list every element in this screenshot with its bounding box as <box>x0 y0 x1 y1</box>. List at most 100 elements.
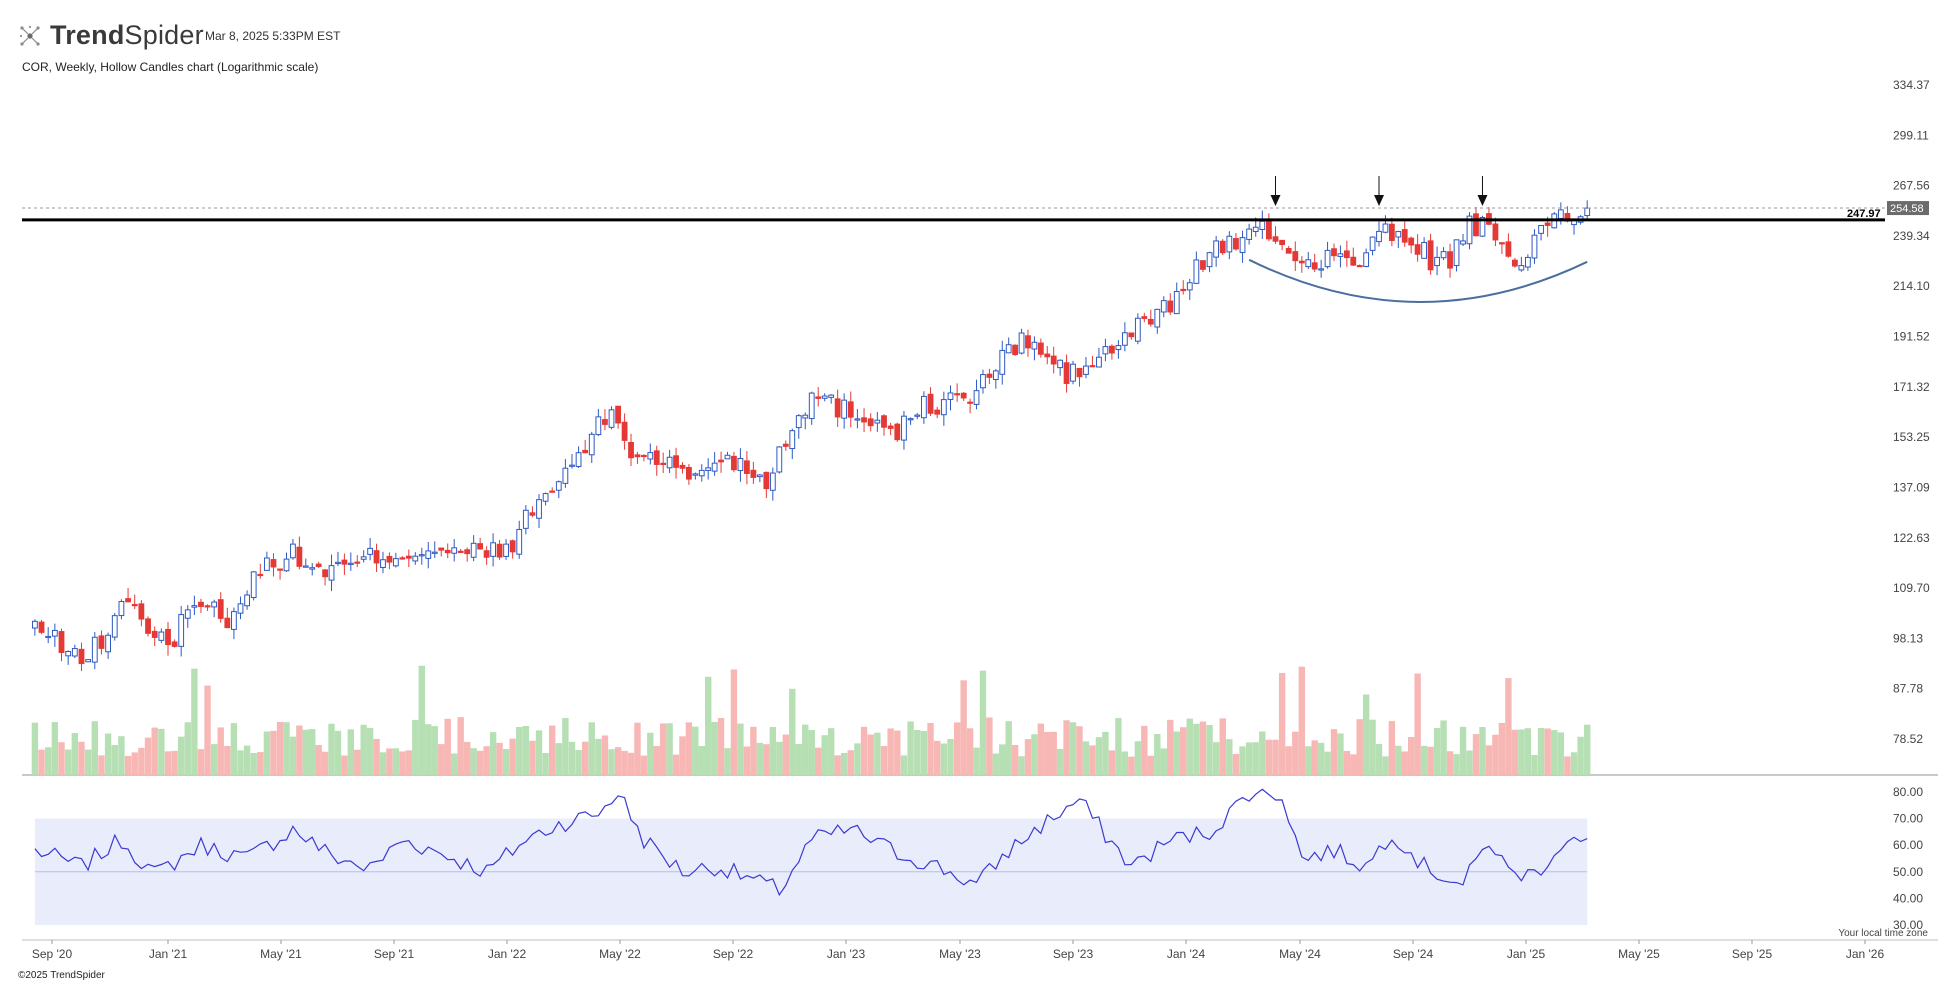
candle-body[interactable] <box>1356 265 1363 268</box>
candle-body[interactable] <box>999 349 1006 375</box>
candle-body[interactable] <box>1272 236 1279 242</box>
candle-body[interactable] <box>847 401 854 418</box>
candle-body[interactable] <box>536 499 542 519</box>
candle-body[interactable] <box>191 605 198 608</box>
candle-body[interactable] <box>263 557 270 571</box>
candle-body[interactable] <box>1031 341 1038 350</box>
candle-body[interactable] <box>277 568 283 571</box>
candle-body[interactable] <box>595 416 602 436</box>
candle-body[interactable] <box>425 550 432 559</box>
candle-body[interactable] <box>802 414 809 419</box>
candle-body[interactable] <box>231 611 237 630</box>
candles[interactable] <box>31 200 1591 672</box>
candle-body[interactable] <box>737 457 744 472</box>
candle-body[interactable] <box>628 441 634 459</box>
candle-body[interactable] <box>1246 228 1253 240</box>
candle-body[interactable] <box>1434 256 1440 267</box>
candle-body[interactable] <box>1538 225 1544 234</box>
candle-body[interactable] <box>509 540 516 553</box>
candle-body[interactable] <box>45 635 52 639</box>
candle-body[interactable] <box>980 374 986 389</box>
candle-body[interactable] <box>666 456 673 469</box>
candle-body[interactable] <box>1324 249 1331 268</box>
candle-body[interactable] <box>776 446 783 473</box>
candle-body[interactable] <box>1414 244 1421 255</box>
candle-body[interactable] <box>1005 344 1012 354</box>
candle-body[interactable] <box>1089 365 1096 368</box>
candle-body[interactable] <box>815 396 822 399</box>
candle-body[interactable] <box>204 605 211 608</box>
candle-body[interactable] <box>692 473 699 476</box>
candle-body[interactable] <box>1311 262 1318 270</box>
candle-body[interactable] <box>1050 355 1057 365</box>
candle-body[interactable] <box>621 421 628 441</box>
candle-body[interactable] <box>380 559 386 568</box>
candle-body[interactable] <box>894 423 901 441</box>
candle-body[interactable] <box>1180 288 1187 292</box>
candle-body[interactable] <box>1466 215 1473 245</box>
candle-body[interactable] <box>250 571 257 598</box>
candle-body[interactable] <box>125 598 131 603</box>
candle-body[interactable] <box>457 550 464 553</box>
candle-body[interactable] <box>1057 359 1064 369</box>
candle-body[interactable] <box>575 452 582 467</box>
candle-body[interactable] <box>608 409 615 428</box>
candle-body[interactable] <box>65 650 72 657</box>
candle-body[interactable] <box>138 603 145 620</box>
candle-body[interactable] <box>1018 332 1025 354</box>
candle-body[interactable] <box>1200 260 1206 270</box>
candle-body[interactable] <box>1499 242 1505 245</box>
candle-body[interactable] <box>438 547 445 551</box>
candle-body[interactable] <box>1305 259 1312 268</box>
candle-body[interactable] <box>98 635 105 649</box>
candle-body[interactable] <box>1037 342 1044 355</box>
candle-body[interactable] <box>1376 230 1382 243</box>
candle-body[interactable] <box>158 631 165 641</box>
candle-body[interactable] <box>1134 317 1141 342</box>
candle-body[interactable] <box>1233 238 1239 250</box>
candle-body[interactable] <box>718 459 724 463</box>
candle-body[interactable] <box>91 636 98 663</box>
candle-body[interactable] <box>1279 239 1285 246</box>
candle-body[interactable] <box>85 659 92 663</box>
candle-body[interactable] <box>854 418 861 421</box>
candle-body[interactable] <box>1337 253 1344 257</box>
candle-body[interactable] <box>821 395 828 399</box>
candle-body[interactable] <box>38 621 45 633</box>
candle-body[interactable] <box>184 609 191 619</box>
candle-body[interactable] <box>529 512 536 516</box>
candle-body[interactable] <box>615 405 622 424</box>
candle-body[interactable] <box>673 455 679 468</box>
candle-body[interactable] <box>470 542 477 558</box>
candle-body[interactable] <box>555 481 562 491</box>
candle-body[interactable] <box>309 567 316 570</box>
candle-body[interactable] <box>237 603 244 614</box>
candle-body[interactable] <box>347 562 354 565</box>
candle-body[interactable] <box>874 419 881 424</box>
candle-body[interactable] <box>516 528 523 555</box>
candle-body[interactable] <box>660 462 667 465</box>
candle-body[interactable] <box>1473 213 1479 237</box>
candle-body[interactable] <box>418 554 425 557</box>
candle-body[interactable] <box>1219 240 1226 254</box>
candle-body[interactable] <box>1160 300 1167 313</box>
candle-body[interactable] <box>1298 260 1305 264</box>
candle-body[interactable] <box>640 454 647 458</box>
candle-body[interactable] <box>1388 223 1395 241</box>
candle-body[interactable] <box>743 460 750 474</box>
candle-body[interactable] <box>1440 251 1447 259</box>
candle-body[interactable] <box>451 547 458 554</box>
candle-body[interactable] <box>1154 308 1161 328</box>
candle-body[interactable] <box>211 601 218 608</box>
candle-body[interactable] <box>887 425 894 429</box>
candle-body[interactable] <box>1259 220 1266 230</box>
candle-body[interactable] <box>244 594 250 607</box>
candle-body[interactable] <box>634 454 641 458</box>
candle-body[interactable] <box>1531 234 1538 259</box>
candle-body[interactable] <box>386 555 393 563</box>
candle-body[interactable] <box>992 370 999 380</box>
candle-body[interactable] <box>653 450 660 465</box>
candle-body[interactable] <box>841 399 848 419</box>
candle-body[interactable] <box>290 543 296 559</box>
candle-body[interactable] <box>1318 268 1325 271</box>
